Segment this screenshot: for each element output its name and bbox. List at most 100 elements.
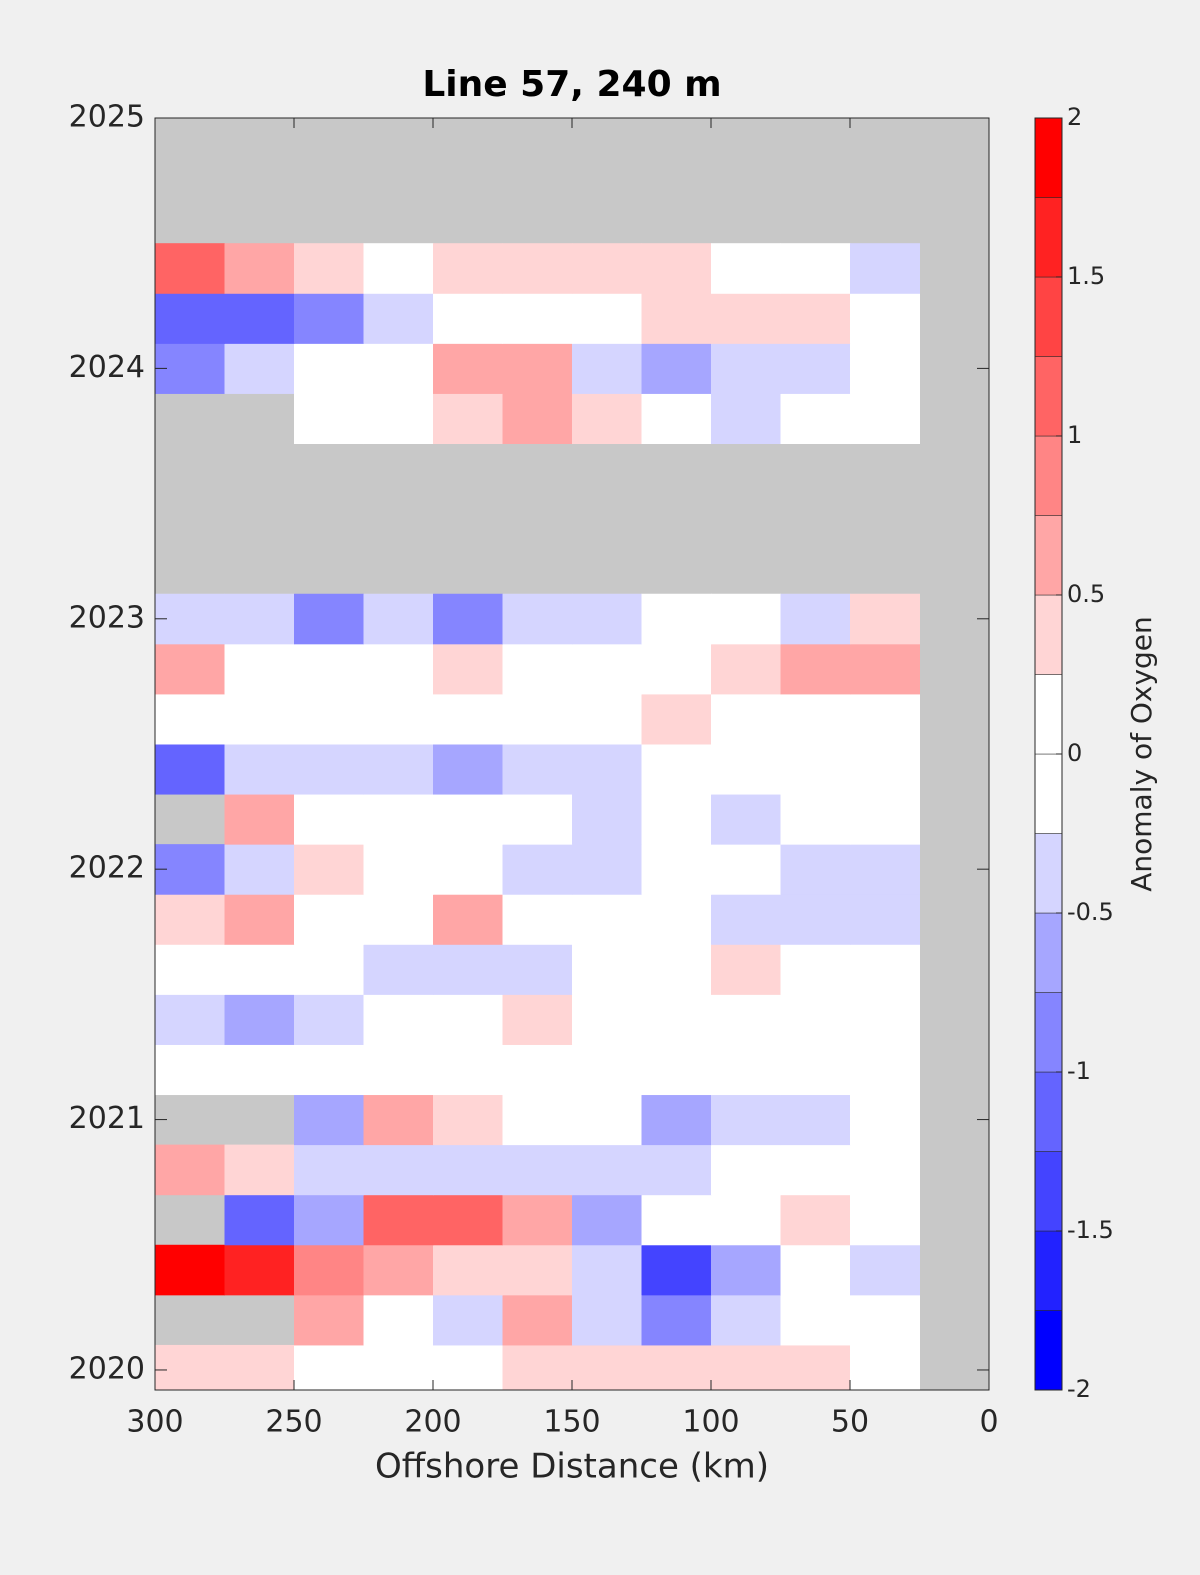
contour-cell (433, 293, 503, 344)
contour-cell (224, 243, 295, 294)
contour-cell (294, 894, 364, 945)
contour-cell (433, 844, 503, 895)
contour-cell (711, 1194, 781, 1246)
contour-cell (224, 1044, 295, 1096)
contour-cell (363, 343, 434, 394)
colorbar-swatch (1034, 197, 1063, 278)
contour-cell (502, 944, 573, 995)
contour-cell (433, 1044, 503, 1096)
contour-cell (363, 393, 434, 445)
contour-cell (155, 243, 225, 294)
contour-cell (850, 844, 920, 895)
contour-cell (850, 944, 920, 995)
colorbar-tick-label: 0.5 (1067, 580, 1105, 608)
contour-cell (850, 994, 920, 1045)
contour-cell (780, 1094, 851, 1146)
contour-cell (224, 994, 295, 1045)
colorbar-swatch (1034, 594, 1063, 675)
colorbar-label: Anomaly of Oxygen (1125, 616, 1158, 892)
contour-cell (711, 994, 781, 1045)
contour-cell (641, 343, 712, 394)
contour-cell (572, 844, 642, 895)
contour-cell (850, 794, 920, 845)
contour-cell (363, 944, 434, 995)
contour-cell (502, 593, 573, 645)
contour-cell (572, 393, 642, 445)
contour-cell (780, 894, 851, 945)
contour-cell (294, 1244, 364, 1296)
contour-cell (294, 643, 364, 695)
colorbar-tick-label: 1.5 (1067, 262, 1105, 290)
contour-cell (433, 794, 503, 845)
contour-cell (224, 794, 295, 845)
contour-cell (502, 1344, 573, 1390)
contour-cell (711, 1144, 781, 1196)
contour-cell (711, 1044, 781, 1096)
contour-cell (363, 1144, 434, 1196)
contour-cell (572, 1144, 642, 1196)
contour-cell (363, 844, 434, 895)
y-tick-label: 2024 (69, 350, 145, 385)
contour-cell (502, 1294, 573, 1346)
colorbar-tick-label: 1 (1067, 421, 1082, 449)
contour-cell (294, 243, 364, 294)
contour-cell (155, 693, 225, 745)
contour-cell (780, 994, 851, 1045)
contour-cell (641, 994, 712, 1045)
contour-cell (155, 1244, 225, 1296)
contour-field (155, 243, 920, 1390)
contour-cell (850, 743, 920, 795)
contour-cell (572, 743, 642, 795)
contour-cell (850, 894, 920, 945)
contour-cell (433, 393, 503, 445)
contour-cell (641, 1144, 712, 1196)
colorbar-tick-label: -2 (1067, 1375, 1091, 1403)
contour-cell (850, 243, 920, 294)
colorbar-swatch (1034, 912, 1063, 993)
contour-cell (711, 944, 781, 995)
contour-cell (641, 794, 712, 845)
contour-cell (294, 1044, 364, 1096)
colorbar-swatch (1034, 753, 1063, 834)
contour-cell (433, 1194, 503, 1246)
contour-cell (502, 343, 573, 394)
contour-cell (711, 693, 781, 745)
contour-cell (850, 1044, 920, 1096)
contour-cell (780, 1244, 851, 1296)
y-tick-label: 2020 (69, 1351, 145, 1386)
contour-cell (850, 643, 920, 695)
contour-cell (433, 343, 503, 394)
contour-cell (711, 293, 781, 344)
contour-cell (572, 1094, 642, 1146)
contour-cell (363, 743, 434, 795)
contour-cell (294, 393, 364, 445)
contour-cell (433, 894, 503, 945)
contour-cell (572, 1194, 642, 1246)
contour-cell (224, 1244, 295, 1296)
contour-cell (711, 743, 781, 795)
contour-cell (850, 1094, 920, 1146)
contour-cell (502, 1044, 573, 1096)
contour-cell (641, 894, 712, 945)
axes: 300 250 200 150 100 50 02020202120222023202420… (69, 100, 1114, 1440)
contour-cell (294, 593, 364, 645)
colorbar-swatch (1034, 1230, 1063, 1311)
contour-cell (780, 693, 851, 745)
contour-cell (502, 994, 573, 1045)
contour-cell (572, 1044, 642, 1096)
x-tick-label: 50 (831, 1405, 869, 1440)
contour-cell (502, 693, 573, 745)
contour-cell (294, 693, 364, 745)
contour-cell (641, 593, 712, 645)
contour-cell (294, 1294, 364, 1346)
contour-cell (641, 1344, 712, 1390)
contour-cell (155, 994, 225, 1045)
contour-cell (294, 293, 364, 344)
contour-cell (294, 1094, 364, 1146)
contour-cell (572, 243, 642, 294)
colorbar-tick-label: -1 (1067, 1057, 1091, 1085)
contour-cell (572, 293, 642, 344)
contour-cell (641, 1094, 712, 1146)
contour-cell (641, 693, 712, 745)
